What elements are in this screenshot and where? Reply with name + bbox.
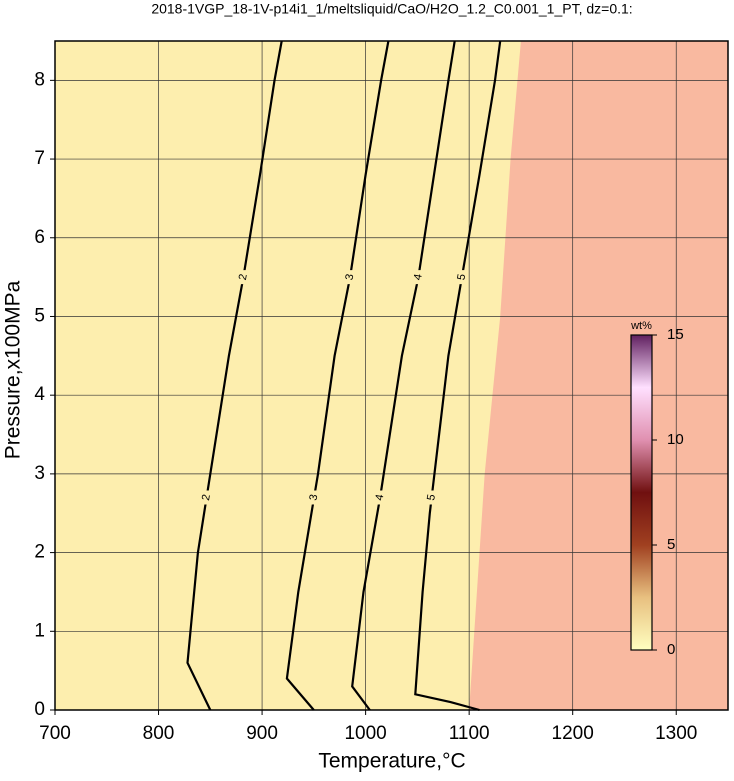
contour-label: 2 xyxy=(200,493,213,501)
y-tick-label: 3 xyxy=(34,463,45,484)
x-tick-label: 1300 xyxy=(655,723,697,744)
y-tick-label: 6 xyxy=(34,227,45,248)
contour-line xyxy=(414,40,502,712)
colorbar-tick-label: 0 xyxy=(667,641,675,658)
contour-label: 2 xyxy=(237,273,250,281)
colorbar-tick-label: 15 xyxy=(667,326,684,343)
y-tick-label: 2 xyxy=(34,542,45,563)
y-tick-label: 4 xyxy=(34,384,45,405)
shaded-region xyxy=(469,41,728,710)
x-tick-label: 700 xyxy=(39,723,71,744)
contour-label: 4 xyxy=(412,273,425,281)
contour-label-bg xyxy=(375,490,386,505)
y-tick-label: 1 xyxy=(34,620,45,641)
contour-label: 3 xyxy=(308,493,321,501)
y-tick-label: 7 xyxy=(34,148,45,169)
contour-label-bg xyxy=(309,490,320,505)
contour-line xyxy=(351,40,456,711)
x-tick-label: 800 xyxy=(143,723,175,744)
contour-label: 3 xyxy=(344,273,357,281)
y-tick-label: 5 xyxy=(34,305,45,326)
contour-label-bg xyxy=(426,490,437,505)
x-tick-label: 900 xyxy=(246,723,278,744)
colorbar-tick-label: 5 xyxy=(667,536,675,553)
contour-label-bg xyxy=(345,270,356,285)
plot-frame xyxy=(54,40,729,711)
contour-label-bg xyxy=(413,270,424,285)
contour-line xyxy=(186,40,283,711)
contour-label-bg xyxy=(456,270,467,285)
contour-label: 5 xyxy=(455,273,468,281)
colorbar xyxy=(630,334,653,651)
x-tick-label: 1000 xyxy=(344,723,386,744)
x-tick-label: 1200 xyxy=(552,723,594,744)
contour-label: 5 xyxy=(425,493,438,501)
y-tick-label: 0 xyxy=(34,699,45,720)
chart-title: 2018-1VGP_18-1V-p14i1_1/meltsliquid/CaO/… xyxy=(151,1,632,17)
x-tick-label: 1100 xyxy=(449,723,490,744)
contour-label-bg xyxy=(201,490,212,505)
contour-line xyxy=(285,40,390,711)
x-axis-label: Temperature,°C xyxy=(318,750,465,773)
y-tick-label: 8 xyxy=(34,69,45,90)
colorbar-tick-label: 10 xyxy=(667,431,684,448)
contour-label-bg xyxy=(238,270,249,285)
colorbar-label: wt% xyxy=(630,320,652,332)
contour-label: 4 xyxy=(374,493,387,501)
y-axis-label: Pressure,x100MPa xyxy=(2,280,25,459)
